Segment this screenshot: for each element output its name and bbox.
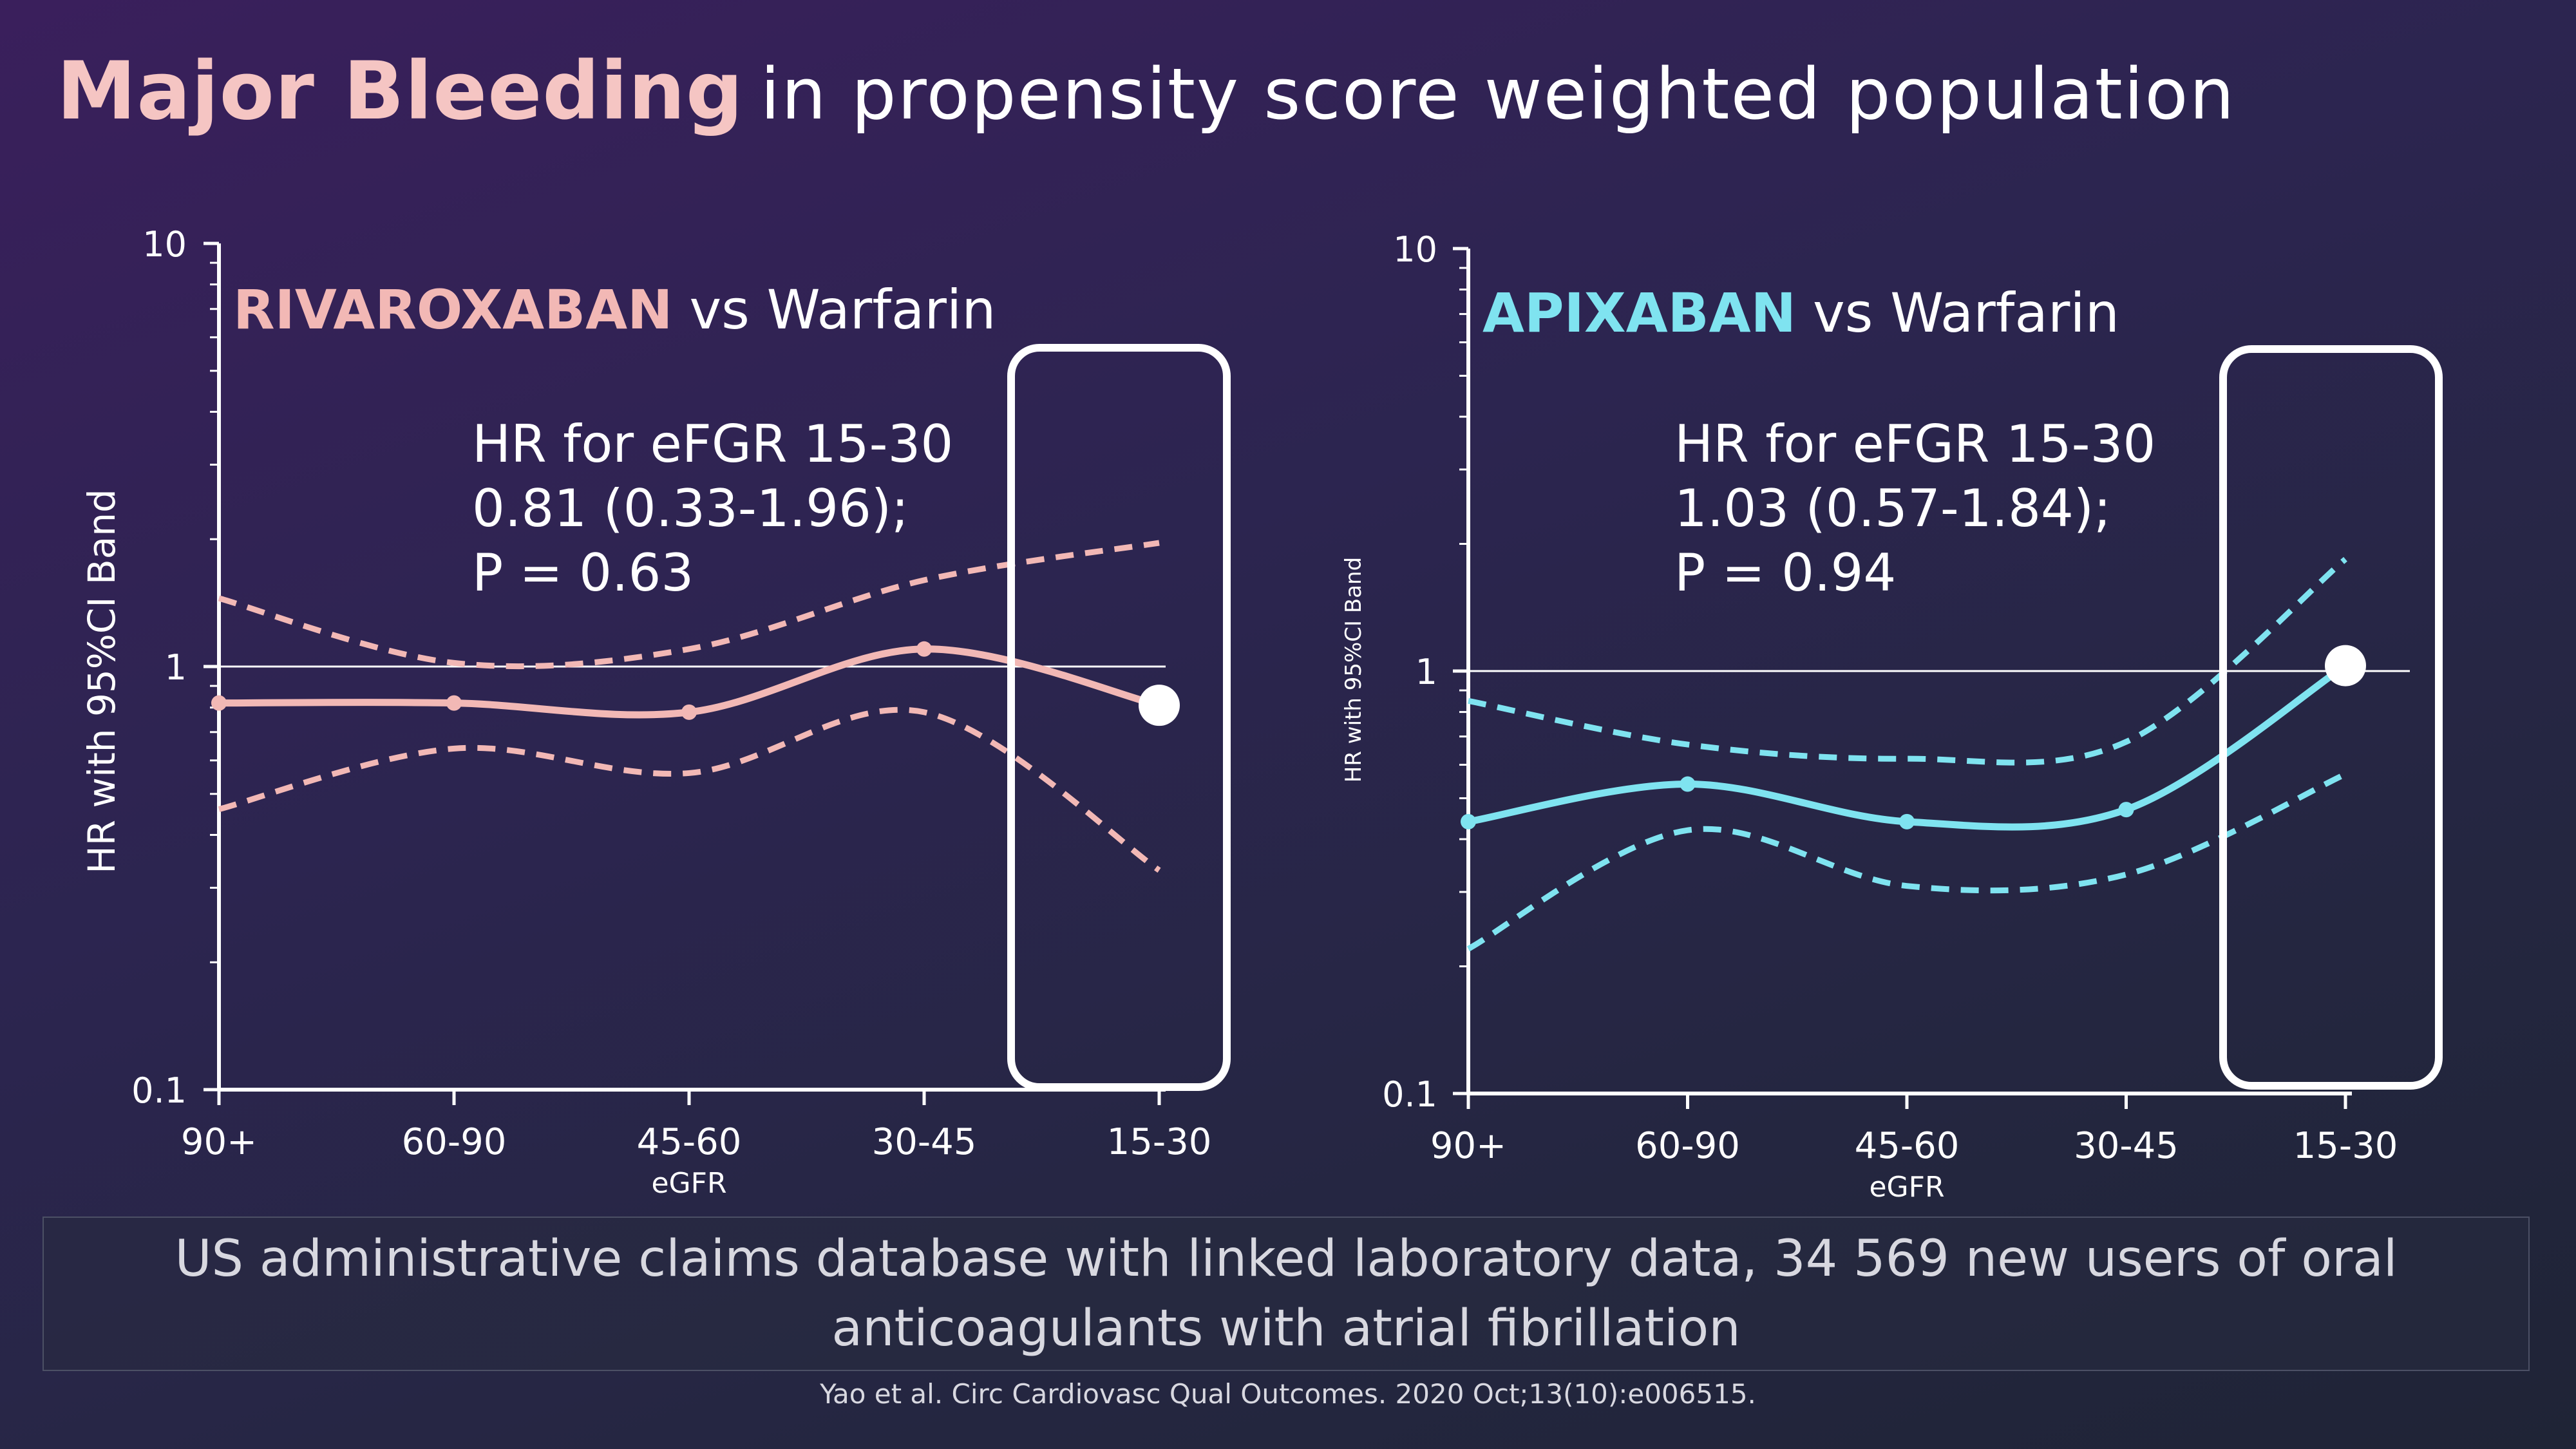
apix-x-tick-label: 45-60 (1855, 1125, 1960, 1167)
apix-hr-point (2118, 802, 2134, 818)
riva-drug-name: RIVAROXABAN (233, 278, 672, 341)
apix-x-axis-label: eGFR (1869, 1171, 1944, 1204)
riva-x-tick-label: 30-45 (872, 1121, 977, 1163)
riva-annotation-line: P = 0.63 (472, 543, 694, 603)
riva-highlight-box (1007, 344, 1231, 1091)
apix-x-tick-label: 60-90 (1635, 1125, 1740, 1167)
apix-comparator: vs Warfarin (1813, 281, 2119, 345)
riva-y-tick-label: 0.1 (131, 1070, 187, 1111)
apix-x-tick-label: 90+ (1430, 1125, 1506, 1167)
slide-title: Major Bleeding in propensity score weight… (57, 45, 2543, 138)
riva-y-tick-label: 10 (142, 224, 187, 265)
apix-x-tick-label: 15-30 (2293, 1125, 2398, 1167)
apix-x-tick-label: 30-45 (2074, 1125, 2179, 1167)
apix-hr-line (1468, 662, 2348, 831)
apix-y-tick-label: 0.1 (1382, 1074, 1437, 1115)
riva-hr-point (681, 704, 697, 720)
apix-lower-ci-line (1466, 772, 2347, 952)
apix-upper-ci-line (1468, 556, 2347, 766)
riva-chart-heading: RIVAROXABAN vs Warfarin (233, 278, 996, 341)
footnote-box: US administrative claims database with l… (43, 1217, 2530, 1371)
riva-annotation-line: HR for eFGR 15-30 (472, 414, 953, 474)
citation: Yao et al. Circ Cardiovasc Qual Outcomes… (820, 1378, 1756, 1410)
apix-highlight-point (2325, 645, 2366, 687)
apix-y-tick-label: 1 (1416, 652, 1437, 692)
riva-x-tick-label: 15-30 (1107, 1121, 1212, 1163)
riva-hr-point (916, 641, 932, 657)
riva-hr-point (446, 695, 462, 711)
riva-x-tick-label: 45-60 (637, 1121, 742, 1163)
footnote-text: US administrative claims database with l… (175, 1230, 2398, 1358)
apix-drug-name: APIXABAN (1482, 281, 1796, 345)
riva-x-axis-label: eGFR (651, 1167, 726, 1200)
apix-annotation-line: P = 0.94 (1674, 543, 1896, 603)
apix-y-axis-label: HR with 95%CI Band (1341, 557, 1367, 782)
riva-hr-point (211, 695, 227, 711)
apix-y-tick-label: 10 (1393, 229, 1437, 270)
apix-chart-heading: APIXABAN vs Warfarin (1482, 281, 2119, 345)
riva-lower-ci-line (218, 706, 1161, 873)
riva-y-tick-label: 1 (165, 647, 187, 688)
apix-hr-point (1899, 813, 1915, 829)
apix-annotation-line: 1.03 (0.57-1.84); (1674, 478, 2111, 538)
riva-annotation-line: 0.81 (0.33-1.96); (472, 478, 909, 538)
riva-highlight-point (1139, 685, 1180, 726)
riva-x-tick-label: 90+ (181, 1121, 257, 1163)
apix-hr-point (1461, 813, 1476, 829)
apix-highlight-box (2219, 345, 2443, 1090)
riva-comparator: vs Warfarin (689, 278, 996, 341)
apix-hr-point (1680, 776, 1696, 792)
slide-title-strong: Major Bleeding (57, 45, 744, 138)
riva-upper-ci-line (218, 540, 1160, 670)
riva-y-axis-label: HR with 95%CI Band (80, 489, 124, 874)
apix-annotation-line: HR for eFGR 15-30 (1674, 414, 2155, 474)
slide-title-rest: in propensity score weighted population (760, 53, 2236, 135)
riva-x-tick-label: 60-90 (402, 1121, 507, 1163)
